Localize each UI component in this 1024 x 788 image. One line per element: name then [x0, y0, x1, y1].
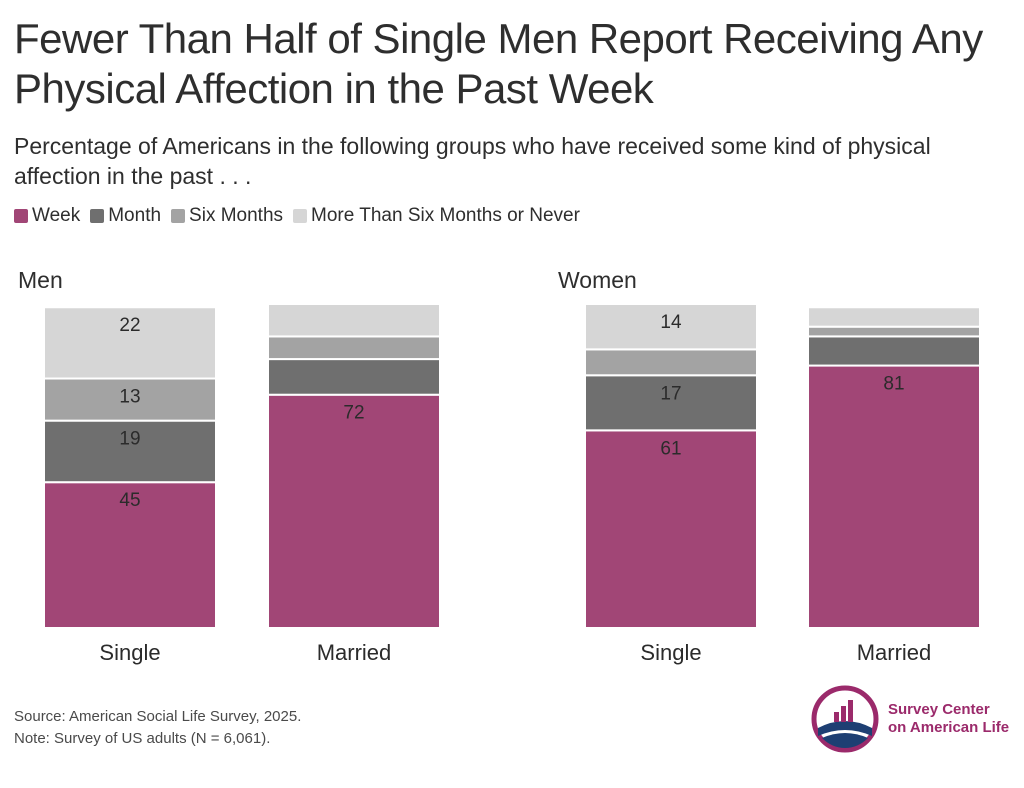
legend-item-six-months: Six Months — [171, 205, 283, 227]
bar-segment-women-married-month — [807, 335, 981, 367]
bar-segment-men-married-month — [267, 358, 441, 396]
bar-segment-women-single-more-than-six-months-or-never — [584, 303, 758, 351]
bar-segment-men-single-week — [43, 481, 217, 630]
bar-segment-men-single-more-than-six-months-or-never — [43, 306, 217, 380]
bar-segment-men-single-month — [43, 419, 217, 484]
data-label-men-single-month: 19 — [119, 429, 140, 450]
source-note: Source: American Social Life Survey, 202… — [14, 708, 302, 725]
category-label-women-single: Single — [640, 640, 701, 665]
legend-label-month: Month — [108, 205, 162, 226]
data-label-women-single-month: 17 — [660, 383, 681, 404]
bar-segment-women-married-week — [807, 364, 981, 629]
data-label-men-single-week: 45 — [119, 490, 140, 511]
legend-item-more-than-six-months: More Than Six Months or Never — [293, 205, 580, 227]
panel-title-men: Men — [18, 267, 63, 293]
bar-segment-women-married-six-months — [807, 325, 981, 338]
footer: Source: American Social Life Survey, 202… — [14, 706, 301, 750]
logo-line-1: Survey Center — [888, 701, 990, 718]
category-label-women-married: Married — [857, 640, 932, 665]
legend-label-six-months: Six Months — [189, 205, 284, 226]
stacked-bar-chart: 45 19 13 22 Single 72 Married 61 17 14 Single 81 Mar… — [43, 303, 981, 665]
legend-label-week: Week — [32, 205, 81, 226]
data-label-women-single-more-than-six-months-or-never: 14 — [660, 312, 682, 333]
bar-segment-women-single-week — [584, 429, 758, 629]
bar-segment-women-married-more-than-six-months-or-never — [807, 306, 981, 328]
logo: Survey Center on American Life — [810, 684, 1010, 754]
panel-title-women: Women — [558, 267, 637, 293]
chart-subtitle: Percentage of Americans in the following… — [14, 133, 931, 189]
data-label-men-single-more-than-six-months-or-never: 22 — [119, 315, 140, 336]
legend-label-more-than-six-months: More Than Six Months or Never — [311, 205, 580, 226]
bar-segment-men-single-six-months — [43, 377, 217, 422]
legend: Week Month Six Months More Than Six Mont… — [14, 205, 590, 227]
sample-note: Note: Survey of US adults (N = 6,061). — [14, 730, 271, 747]
legend-item-month: Month — [90, 205, 161, 227]
survey-center-logo-icon — [811, 685, 879, 753]
data-label-men-married-week: 72 — [343, 403, 364, 424]
bar-segment-women-single-six-months — [584, 348, 758, 377]
legend-swatch-more-than-six-months — [293, 209, 308, 223]
logo-text: Survey Center on American Life — [888, 701, 1009, 737]
bar-segment-men-married-six-months — [267, 335, 441, 361]
data-label-men-single-six-months: 13 — [119, 387, 140, 408]
data-label-women-married-week: 81 — [883, 374, 904, 395]
category-label-men-single: Single — [99, 640, 160, 665]
bar-segment-men-married-more-than-six-months-or-never — [267, 303, 441, 338]
logo-line-2: on American Life — [888, 719, 1010, 736]
bar-segment-men-married-week — [267, 393, 441, 629]
legend-swatch-six-months — [171, 209, 186, 223]
data-label-women-single-week: 61 — [660, 438, 681, 459]
legend-swatch-week — [14, 209, 28, 223]
category-label-men-married: Married — [317, 640, 392, 665]
bar-segment-women-single-month — [584, 374, 758, 432]
legend-swatch-month — [90, 209, 105, 223]
legend-item-week: Week — [14, 205, 80, 227]
chart-title: Fewer Than Half of Single Men Report Rec… — [14, 15, 983, 112]
